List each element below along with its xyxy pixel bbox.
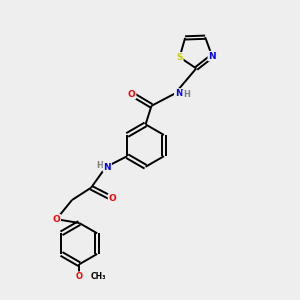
Text: S: S <box>176 53 183 62</box>
Text: O: O <box>108 194 116 203</box>
Text: CH₃: CH₃ <box>91 272 106 281</box>
Text: H: H <box>96 161 103 170</box>
Text: O: O <box>128 90 136 99</box>
Text: N: N <box>208 52 216 61</box>
Text: O: O <box>52 215 60 224</box>
Text: H: H <box>183 90 190 99</box>
Text: N: N <box>175 89 182 98</box>
Text: N: N <box>103 163 111 172</box>
Text: O: O <box>76 272 83 281</box>
